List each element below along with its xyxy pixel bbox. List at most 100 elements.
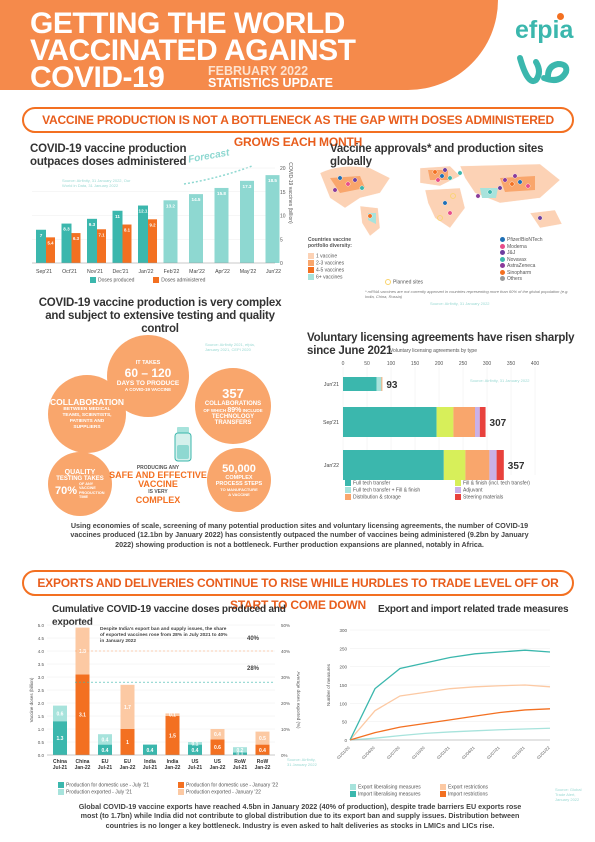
production-y-tick: 20: [280, 166, 286, 172]
administered-bar-label: 9.2: [150, 222, 157, 227]
licensing-legend-item: Adjuvant: [455, 487, 482, 493]
map-source: Source: Airfinity, 31 January 2022: [430, 301, 490, 306]
licensing-bar-segment: [479, 407, 486, 437]
licensing-legend-swatch: [345, 480, 351, 486]
map-planned-label: Planned sites: [393, 279, 424, 286]
exports-exported-bar: [98, 734, 112, 745]
exports-y-tick: 0.0: [38, 753, 45, 758]
exports-x-tick: EU: [124, 759, 131, 765]
trade-y-tick: 300: [339, 628, 347, 633]
days-label2: A COVID-19 VACCINE: [124, 387, 172, 392]
exports-domestic-bar: [233, 752, 247, 755]
licensing-bar-segment: [475, 407, 480, 437]
exports-legend-label: Production for domestic use - July '21: [66, 782, 150, 789]
header-band: [0, 0, 498, 90]
takes-label: IT TAKES: [135, 360, 161, 366]
exports-x-tick-sub: Jan-22: [165, 765, 181, 771]
licensing-bar-segment: [376, 377, 382, 391]
exports-domestic-bar: [98, 744, 112, 755]
exports-x-tick-sub: Jan-22: [75, 765, 91, 771]
production-x-tick: Apr'22: [215, 269, 230, 275]
production-bar: [36, 229, 46, 263]
vaccine-logo-icon: [517, 55, 570, 84]
planned-site-marker: [450, 193, 456, 199]
trade-legend-swatch: [440, 791, 446, 797]
exports-domestic-bar: [143, 744, 157, 755]
exports-x-tick: India: [144, 759, 156, 765]
licensing-x-tick: 350: [507, 361, 516, 367]
exports-title: Cumulative COVID-19 vaccine doses produc…: [52, 604, 286, 628]
map-legend-swatch: [308, 267, 314, 273]
trade-source: Source: Global Trade Alert, January 2022: [555, 787, 582, 802]
exports-x-tick: US: [214, 759, 222, 765]
center-complex: COMPLEX: [135, 495, 181, 505]
exports-legend-label: Production exported - January '22: [186, 789, 261, 796]
exports-domestic-bar: [75, 674, 90, 755]
production-site-marker: [457, 170, 463, 176]
licensing-x-tick: 50: [364, 361, 370, 367]
production-site-marker: [447, 175, 453, 181]
collaborations-pct: 89%: [227, 406, 242, 414]
licensing-source: Source: Airfinity, 31 January 2022: [470, 378, 530, 383]
licensing-x-tick: 100: [387, 361, 396, 367]
trade-x-tick: 01/04/20: [361, 745, 377, 761]
licensing-title: Voluntary licensing agreements have rise…: [307, 332, 575, 357]
complex-source: Source: Airfinity 2021, efpia, January 2…: [205, 342, 255, 352]
exports-y-tick: 2.5: [38, 688, 45, 693]
tech-transfer-label: TECHNOLOGY TRANSFERS: [211, 413, 255, 427]
licensing-legend-label: Adjuvant: [463, 487, 483, 494]
center-producing: PRODUCING ANY: [136, 465, 180, 471]
licensing-total-label: 307: [490, 418, 507, 429]
licensing-legend-item: Fill & finish (incl. tech transfer): [455, 480, 530, 486]
production-site-marker: [439, 173, 445, 179]
production-bar: [189, 194, 203, 263]
exports-exported-label: 0.5: [259, 736, 266, 742]
complex-center-text: PRODUCING ANY SAFE AND EFFECTIVE VACCINE…: [108, 465, 208, 505]
exports-y-tick: 5.0: [38, 623, 45, 628]
subtitle-date: FEBRUARY 2022: [208, 64, 309, 78]
quality-pct: 70%: [54, 484, 78, 497]
exports-legend-item: Production exported - January '22: [178, 789, 261, 795]
map-company-dot: [500, 256, 505, 262]
exports-legend-swatch: [178, 789, 184, 795]
exports-exported-bar: [210, 729, 225, 740]
trade-x-tick: 01/07/20: [386, 745, 402, 761]
production-bar-label: 18.5: [268, 178, 277, 183]
licensing-legend-label: Full tech transfer: [353, 480, 391, 487]
exports-note: Despite India's export ban and supply is…: [100, 627, 228, 644]
trade-y-label: Number of measures: [326, 663, 331, 706]
production-bar: [214, 187, 229, 263]
production-site-marker: [512, 173, 518, 179]
exports-x-tick: RoW: [257, 759, 269, 765]
administered-bar-label: 5.4: [48, 240, 55, 245]
production-y-tick: 10: [280, 214, 286, 220]
exports-x-tick-sub: Jul-21: [98, 765, 113, 771]
legend-produced-swatch: [90, 277, 96, 283]
licensing-y-tick: Jan'22: [324, 463, 339, 469]
trade-x-tick: 01/01/21: [436, 745, 452, 761]
licensing-legend-item: Full tech transfer: [345, 480, 390, 486]
exports-exported-bar: [165, 713, 180, 716]
trade-x-tick: 01/10/20: [411, 745, 427, 761]
licensing-legend-item: Full tech transfer + Fill & finish: [345, 487, 420, 493]
trade-y-tick: 50: [342, 720, 348, 725]
map-company-label: J&J: [507, 250, 516, 256]
trade-x-tick: 01/10/21: [511, 745, 527, 761]
trade-y-tick: 150: [339, 683, 347, 688]
map-legend-item: 2-3 vaccines: [308, 260, 344, 266]
export-share-40: 40%: [247, 636, 260, 642]
map-legend-label: 4-5 vaccines: [316, 267, 345, 274]
exports-domestic-label: 1.5: [169, 734, 176, 740]
quality-testing-circle: QUALITY TESTING TAKES 70% OF ANY VACCINE …: [48, 452, 112, 516]
administered-bar: [122, 224, 132, 263]
administered-bar: [148, 219, 157, 263]
trade-x-tick: 01/01/22: [536, 745, 552, 761]
production-bar: [87, 218, 97, 263]
exports-legend-label: Production for domestic use - January '2…: [186, 782, 279, 789]
map-company-label: Others: [507, 276, 523, 282]
trade-chart: 0 50 100 150 200 250 300 Number of measures 01/0…: [320, 615, 580, 780]
exports-y2-tick: 30%: [281, 675, 290, 680]
trade-series-line: [349, 684, 551, 741]
exports-domestic-bar: [255, 744, 270, 755]
production-site-markers-svg: [332, 167, 543, 221]
